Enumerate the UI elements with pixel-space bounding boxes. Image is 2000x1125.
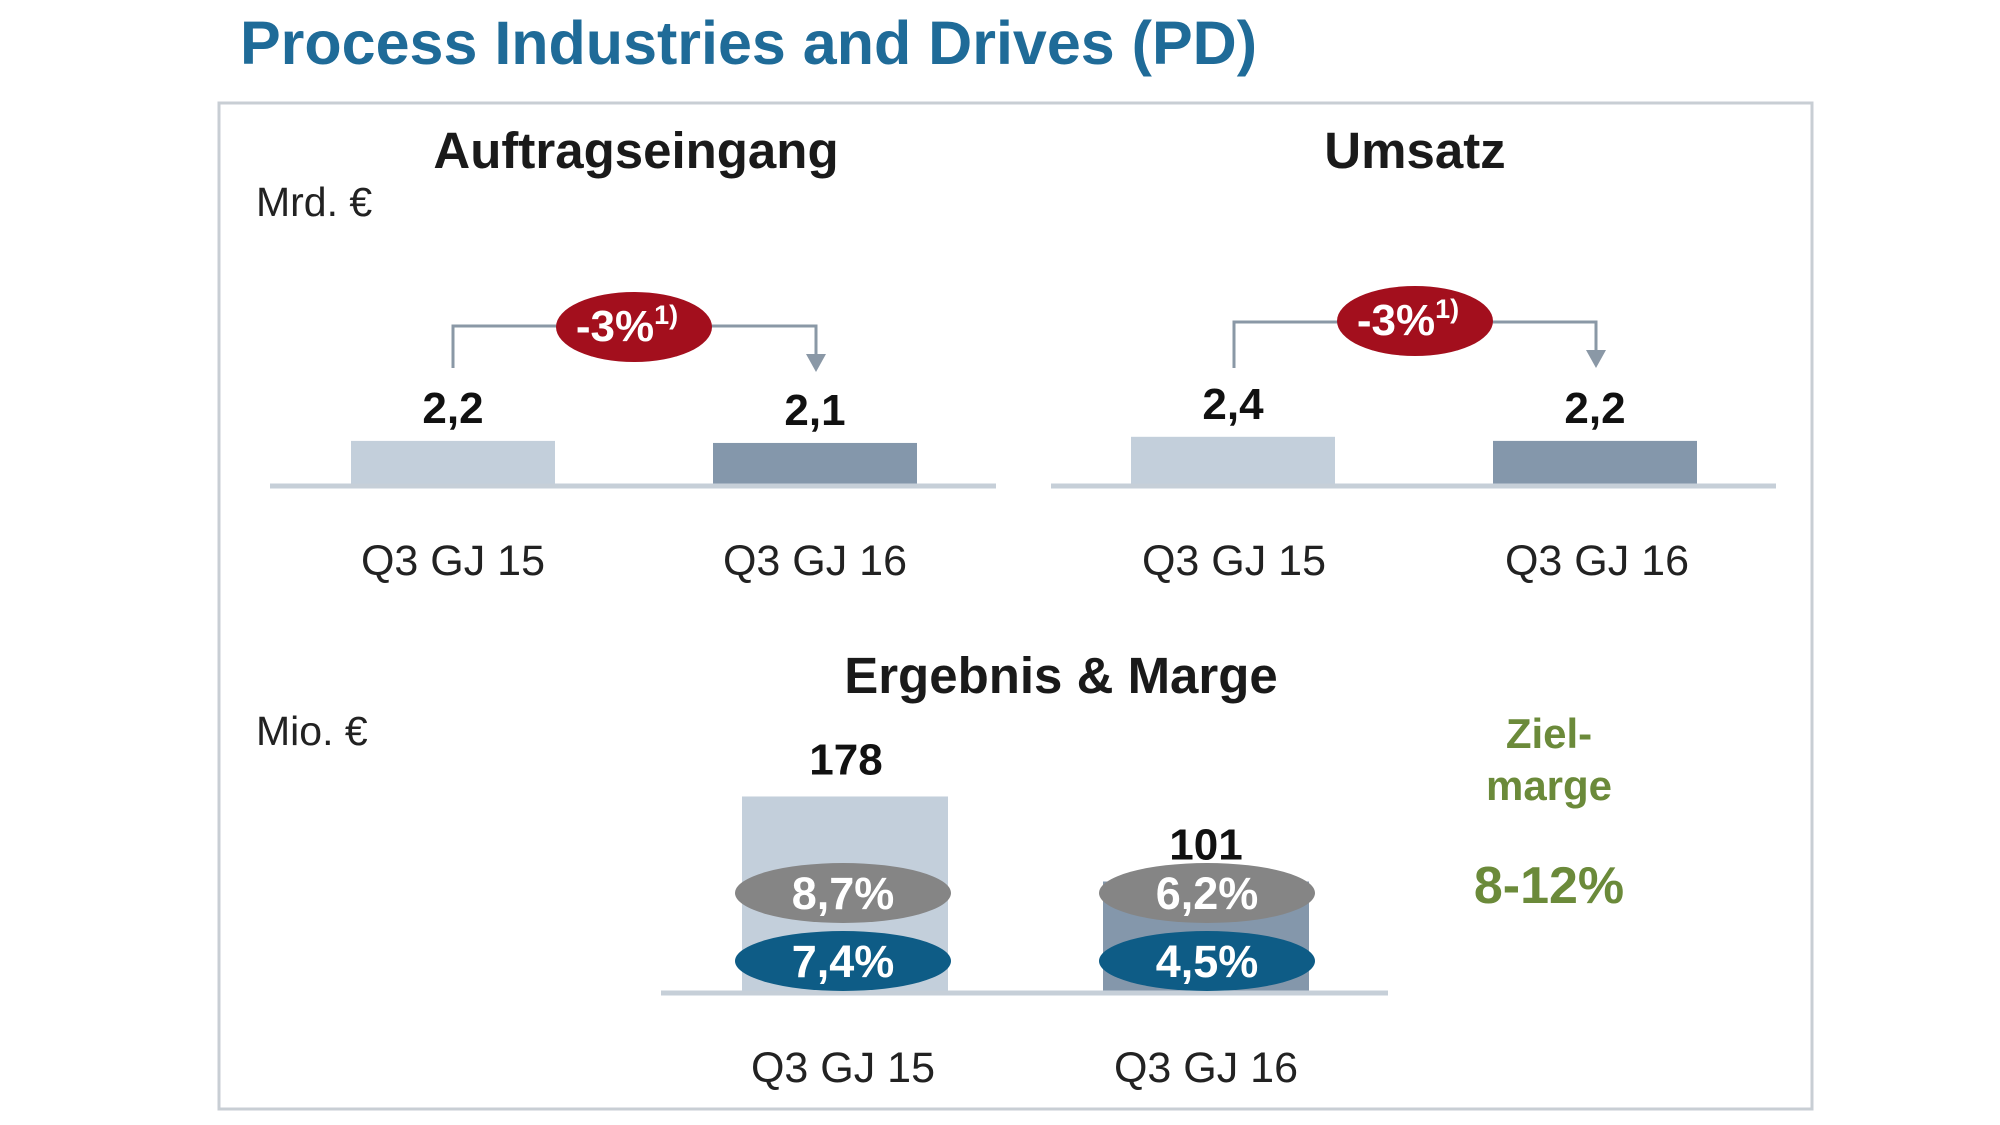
profit-value-label-q3-gj15: 178 [809, 735, 882, 784]
chart-orders-unit: Mrd. € [256, 179, 372, 225]
orders-change-badge [556, 292, 712, 362]
revenue-change-text: -3%1) [1357, 294, 1459, 345]
profit-margin-upper-label-q3-gj15: 8,7% [792, 868, 895, 919]
target-margin-label-line2: marge [1486, 762, 1612, 809]
chart-orders: Auftragseingang Mrd. € -3%1) 2,2 2,1 Q3 … [256, 122, 996, 585]
orders-category-label-q3-gj15: Q3 GJ 15 [361, 537, 545, 585]
profit-margin-lower-badge-q3-gj16 [1099, 931, 1315, 991]
profit-margin-upper-label-q3-gj16: 6,2% [1156, 868, 1259, 919]
revenue-category-label-q3-gj15: Q3 GJ 15 [1142, 537, 1326, 585]
orders-change-arrowhead [806, 354, 826, 372]
revenue-change-badge [1337, 286, 1493, 356]
chart-frame [217, 101, 1814, 1111]
profit-value-label-q3-gj16: 101 [1169, 820, 1242, 869]
chart-profit-title: Ergebnis & Marge [844, 647, 1278, 704]
chart-profit: Ergebnis & Marge Mio. € 178 101 8,7% 7,4… [256, 647, 1624, 1092]
orders-bar-q3-gj15 [351, 440, 555, 486]
chart-revenue: Umsatz -3%1) 2,4 2,2 Q3 GJ 15 Q3 GJ 16 [1051, 122, 1776, 585]
orders-change-text: -3%1) [576, 300, 678, 351]
revenue-bar-q3-gj16 [1493, 440, 1697, 486]
chart-revenue-title: Umsatz [1324, 122, 1505, 179]
revenue-category-label-q3-gj16: Q3 GJ 16 [1505, 537, 1689, 585]
revenue-value-label-q3-gj16: 2,2 [1564, 384, 1625, 433]
target-margin-value: 8-12% [1474, 857, 1624, 915]
profit-category-label-q3-gj16: Q3 GJ 16 [1114, 1044, 1298, 1092]
profit-margin-lower-label-q3-gj15: 7,4% [792, 936, 895, 987]
profit-category-label-q3-gj15: Q3 GJ 15 [751, 1044, 935, 1092]
profit-margin-upper-badge-q3-gj16 [1099, 863, 1315, 923]
orders-bar-q3-gj16 [713, 442, 917, 486]
chart-orders-title: Auftragseingang [433, 122, 838, 179]
revenue-bar-q3-gj15 [1131, 436, 1335, 486]
orders-value-label-q3-gj16: 2,1 [784, 386, 845, 435]
profit-margin-lower-badge-q3-gj15 [735, 931, 951, 991]
profit-margin-lower-label-q3-gj16: 4,5% [1156, 936, 1259, 987]
target-margin-label-line1: Ziel- [1506, 710, 1592, 757]
revenue-change-arrowhead [1586, 350, 1606, 368]
revenue-value-label-q3-gj15: 2,4 [1202, 380, 1264, 429]
page-title: Process Industries and Drives (PD) [240, 9, 1257, 77]
profit-margin-upper-badge-q3-gj15 [735, 863, 951, 923]
orders-value-label-q3-gj15: 2,2 [422, 384, 483, 433]
orders-category-label-q3-gj16: Q3 GJ 16 [723, 537, 907, 585]
chart-profit-unit: Mio. € [256, 708, 368, 754]
